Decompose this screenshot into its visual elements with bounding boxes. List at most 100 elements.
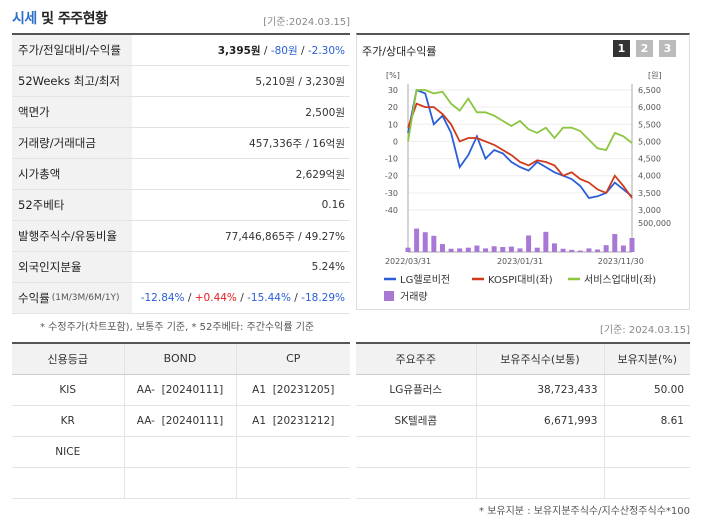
volume-bar <box>422 232 428 252</box>
summary-value: 77,446,865주 / 49.27% <box>224 230 345 243</box>
volume-tick-label: 500,000 <box>638 219 671 228</box>
shares-held <box>475 436 604 468</box>
ownership-pct <box>603 467 690 499</box>
cp-rating <box>235 436 350 468</box>
bond-rating: AA- [20240111] <box>123 374 236 406</box>
volume-bar <box>508 246 514 252</box>
volume-bar <box>612 234 618 252</box>
summary-row-beta: 52주베타 0.16 <box>12 190 350 221</box>
volume-bar <box>500 246 506 252</box>
left-tick-label: 0 <box>393 137 398 146</box>
volume-bar <box>543 231 549 252</box>
rating-agency: NICE <box>12 436 124 468</box>
column-header: CP <box>235 342 350 375</box>
summary-value: 457,336주 / 16억원 <box>249 137 345 150</box>
volume-bar <box>595 249 601 252</box>
cp-rating <box>235 467 350 499</box>
volume-bar <box>577 250 583 252</box>
volume-bar <box>405 247 411 252</box>
volume-bar <box>551 243 557 252</box>
volume-bar <box>448 248 454 252</box>
separator: / <box>184 292 195 304</box>
summary-label: 주가/전일대비/수익률 <box>12 35 132 65</box>
summary-label: 수익률 (1M/3M/6M/1Y) <box>12 283 132 313</box>
volume-bar <box>534 247 540 252</box>
summary-row-foreign: 외국인지분율 5.24% <box>12 252 350 283</box>
left-tick-label: 10 <box>388 120 398 129</box>
rating-agency <box>12 467 124 499</box>
right-tick-label: 6,500 <box>638 86 661 95</box>
right-tick-label: 5,000 <box>638 137 661 146</box>
chart-tab-1[interactable]: 1 <box>613 40 630 57</box>
summary-value: 0.16 <box>321 199 345 211</box>
table-row <box>356 467 690 499</box>
summary-row-price: 주가/전일대비/수익률 3,395원 / -80원 / -2.30% <box>12 35 350 66</box>
summary-row-52weeks: 52Weeks 최고/최저 5,210원 / 3,230원 <box>12 66 350 97</box>
left-tick-label: -20 <box>385 172 398 181</box>
summary-value: 3,395원 / -80원 / -2.30% <box>132 43 350 58</box>
ownership-pct: 50.00 <box>603 374 690 406</box>
shareholder-name: LG유플러스 <box>356 374 476 406</box>
stock-chart: [%] [원] 30 20 10 0 -10 -20 -30 -40 6,500 6,000 5,… <box>384 71 671 303</box>
summary-footnote: * 수정주가(차트포함), 보통주 기준, * 52주베타: 주간수익률 기준 <box>40 322 315 333</box>
column-header: BOND <box>123 342 236 375</box>
chart-title: 주가/상대수익률 <box>362 45 437 58</box>
volume-bar <box>414 228 420 252</box>
summary-label: 액면가 <box>12 97 132 127</box>
ownership-pct: 8.61 <box>603 405 690 437</box>
right-axis-unit: [원] <box>648 71 662 80</box>
return-3m: +0.44% <box>194 292 237 304</box>
column-header: 주요주주 <box>356 342 476 375</box>
volume-bar <box>517 248 523 252</box>
volume-bar <box>491 246 497 252</box>
holders-footnote: * 보유지분 : 보유지분주식수/지수산정주식수*100 <box>479 506 690 517</box>
column-header: 보유지분(%) <box>603 342 690 375</box>
volume-bar <box>474 245 480 252</box>
chart-tab-2[interactable]: 2 <box>636 40 653 57</box>
current-price: 3,395원 <box>217 44 261 57</box>
chart-panel <box>356 33 690 310</box>
price-change: -80원 <box>270 44 298 57</box>
volume-bar <box>457 248 463 252</box>
left-tick-label: -10 <box>385 155 398 164</box>
section-title-highlight: 시세 <box>12 11 37 27</box>
left-axis-unit: [%] <box>386 71 400 80</box>
summary-value: 2,500원 <box>305 106 345 119</box>
return-1y: -18.29% <box>301 292 345 304</box>
section-title: 시세 및 주주현황 <box>12 8 108 28</box>
legend-label: 거래량 <box>400 291 428 303</box>
shareholder-name <box>356 436 476 468</box>
x-tick-label: 2023/11/30 <box>598 257 644 266</box>
table-row: SK텔레콤 6,671,993 8.61 <box>356 405 690 437</box>
column-header: 신용등급 <box>12 342 124 375</box>
summary-row-market-cap: 시가총액 2,629억원 <box>12 159 350 190</box>
x-tick-label: 2023/01/31 <box>497 257 543 266</box>
reference-date: [기준:2024.03.15] <box>263 17 350 28</box>
volume-bar <box>620 245 626 252</box>
legend-label: 서비스업대비(좌) <box>584 273 656 286</box>
return-1m: -12.84% <box>140 292 185 304</box>
summary-row-returns: 수익률 (1M/3M/6M/1Y) -12.84% / +0.44% / -15.… <box>12 283 350 314</box>
series-line-service <box>407 89 633 152</box>
shareholder-name <box>356 467 476 499</box>
returns-label: 수익률 <box>18 291 50 305</box>
bond-rating <box>123 467 236 499</box>
return-6m: -15.44% <box>247 292 291 304</box>
volume-bar <box>439 244 445 252</box>
chart-tab-3[interactable]: 3 <box>659 40 676 57</box>
summary-value: 5,210원 / 3,230원 <box>255 75 345 88</box>
left-tick-label: -30 <box>385 189 398 198</box>
volume-bar <box>569 249 575 252</box>
shareholder-name: SK텔레콤 <box>356 405 476 437</box>
series-line-lg <box>407 88 633 199</box>
x-tick-label: 2022/03/31 <box>385 257 431 266</box>
right-tick-label: 4,500 <box>638 155 661 164</box>
volume-bar <box>465 247 471 252</box>
bond-rating: AA- [20240111] <box>123 405 236 437</box>
rating-agency: KIS <box>12 374 124 406</box>
section-title-rest: 및 주주현황 <box>36 11 108 27</box>
summary-label: 52주베타 <box>12 190 132 220</box>
legend-label: KOSPI대비(좌) <box>488 274 553 286</box>
summary-value: 2,629억원 <box>295 168 345 181</box>
summary-value: -12.84% / +0.44% / -15.44% / -18.29% <box>132 292 350 304</box>
